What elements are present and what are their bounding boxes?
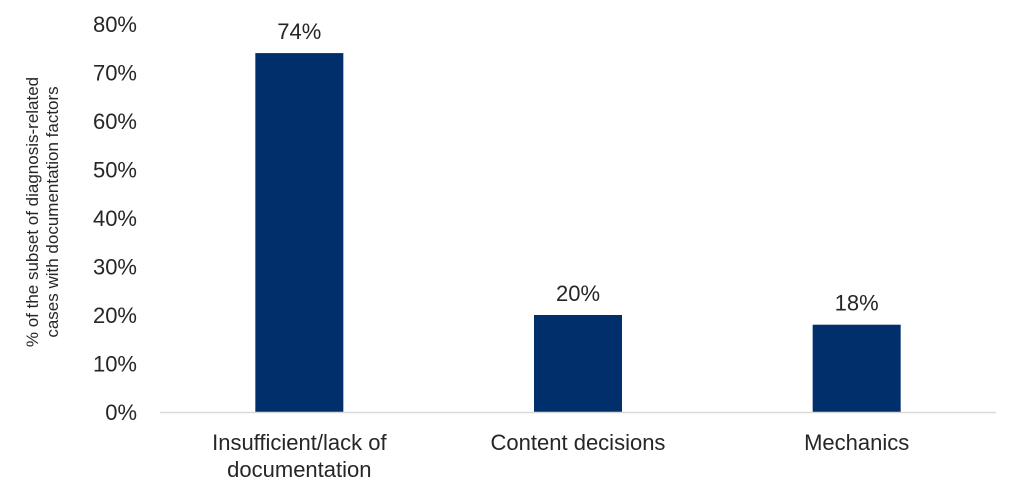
bars [255, 53, 901, 412]
y-tick-label: 70% [93, 61, 137, 86]
bar [255, 53, 344, 412]
y-tick-label: 80% [93, 12, 137, 37]
data-labels: 74% 20% 18% [277, 19, 878, 316]
x-category-label: Mechanics [804, 430, 909, 455]
y-axis-title-line-2: cases with documentation factors [43, 86, 62, 337]
y-tick-label: 40% [93, 206, 137, 231]
data-label: 18% [835, 291, 879, 316]
x-category-label: Insufficient/lack of [212, 430, 387, 455]
x-category-label: Content decisions [491, 430, 666, 455]
y-tick-label: 30% [93, 255, 137, 280]
y-axis-title: % of the subset of diagnosis-related cas… [23, 77, 62, 347]
x-category-label: documentation [227, 457, 371, 482]
data-label: 74% [277, 19, 321, 44]
y-axis-ticks: 0% 10% 20% 30% 40% 50% 60% 70% 80% [93, 12, 137, 425]
data-label: 20% [556, 281, 600, 306]
y-axis-title-line-1: % of the subset of diagnosis-related [23, 77, 42, 347]
y-tick-label: 50% [93, 158, 137, 183]
y-tick-label: 10% [93, 352, 137, 377]
bar [534, 315, 622, 412]
bar [812, 324, 901, 412]
y-tick-label: 20% [93, 303, 137, 328]
y-tick-label: 60% [93, 109, 137, 134]
y-tick-label: 0% [105, 400, 137, 425]
